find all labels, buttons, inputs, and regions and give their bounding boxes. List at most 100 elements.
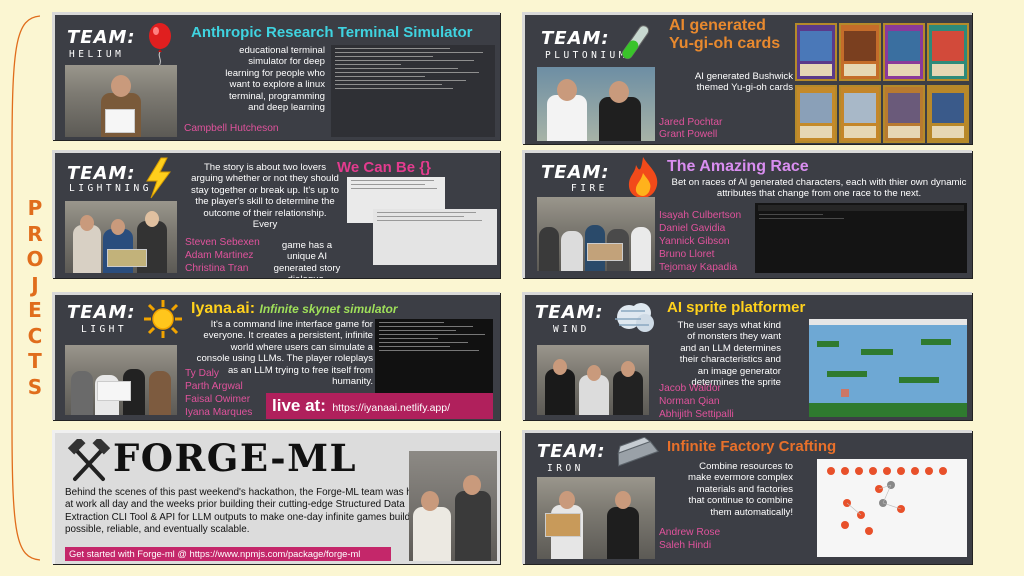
- live-url[interactable]: https://iyanaai.netlify.app/: [332, 402, 451, 414]
- fire-icon: [628, 157, 658, 198]
- project-description-continued: game has a unique AI generated story dia…: [273, 240, 341, 278]
- team-name: IRON: [547, 463, 584, 474]
- project-description: The user says what kind of monsters they…: [677, 320, 781, 389]
- project-title: Infinite Factory Crafting: [667, 438, 837, 455]
- sidebar-letter: S: [27, 374, 43, 399]
- member-name: Jared Pochtar: [659, 117, 723, 128]
- member-name: Ty Daly: [185, 368, 219, 379]
- team-label: TEAM:: [535, 302, 604, 323]
- member-name: Grant Powell: [659, 129, 718, 140]
- panel-iron: TEAM: IRON Infinite Factory Crafting Com…: [522, 430, 972, 564]
- member-name: Andrew Rose: [659, 527, 721, 538]
- member-name: Faisal Owimer: [185, 394, 251, 405]
- member-name: Campbell Hutcheson: [184, 123, 279, 134]
- panel-light: TEAM: LIGHT Iyana.ai: Infinite skynet si…: [52, 292, 500, 420]
- member-name: Norman Qian: [659, 396, 720, 407]
- team-label: TEAM:: [537, 441, 606, 462]
- balloon-icon: [149, 23, 171, 67]
- project-description: The story is about two lovers arguing wh…: [191, 162, 339, 231]
- project-title: AI generated: [669, 17, 766, 34]
- member-name: Christina Tran: [185, 263, 249, 274]
- team-photo: [65, 65, 177, 137]
- team-photo: [65, 201, 177, 273]
- project-description: AI generated Bushwick themed Yu-gi-oh ca…: [694, 71, 793, 94]
- project-screenshot: [809, 319, 967, 417]
- team-label: TEAM:: [67, 302, 136, 323]
- project-description: Bet on races of AI generated characters,…: [671, 177, 967, 200]
- project-screenshot: [375, 319, 493, 393]
- lightning-icon: [146, 157, 171, 199]
- project-description: Combine resources to make evermore compl…: [687, 461, 793, 518]
- panel-wind: TEAM: WIND AI sprite platformer The user…: [522, 292, 972, 420]
- member-name: Yannick Gibson: [659, 236, 730, 247]
- iron-ingot-icon: [617, 437, 659, 467]
- project-description: educational terminal simulator for deep …: [225, 45, 325, 114]
- project-title-line2: Yu-gi-oh cards: [669, 35, 781, 52]
- project-screenshot: [755, 203, 967, 273]
- project-screenshot: [331, 45, 495, 137]
- panel-forge-ml: FORGE-ML Behind the scenes of this past …: [52, 430, 500, 564]
- crossed-hammers-icon: [67, 439, 111, 481]
- team-label: TEAM:: [541, 28, 610, 49]
- team-name: FIRE: [571, 183, 608, 194]
- member-name: Tejomay Kapadia: [659, 262, 738, 273]
- member-name: Daniel Gavidia: [659, 223, 726, 234]
- team-name: PLUTONIUM: [545, 50, 628, 61]
- sidebar-letter: O: [26, 247, 44, 271]
- member-name: Iyana Marques: [185, 407, 253, 418]
- bracket-line: [11, 15, 41, 561]
- member-name: Bruno Lloret: [659, 249, 715, 260]
- sidebar-letter: E: [28, 298, 42, 322]
- project-description: It's a command line interface game for e…: [196, 319, 373, 388]
- member-name: Adam Martinez: [185, 250, 254, 261]
- panel-fire: TEAM: FIRE The Amazing Race Bet on races…: [522, 150, 972, 278]
- team-photo: [65, 345, 177, 415]
- project-title: Iyana.ai:: [191, 300, 256, 317]
- project-screenshot: [817, 459, 967, 557]
- live-link-box[interactable]: live at: https://iyanaai.netlify.app/: [266, 393, 493, 419]
- forge-title: FORGE-ML: [113, 436, 358, 480]
- project-title: We Can Be {}: [337, 159, 431, 176]
- project-title: AI sprite platformer: [667, 299, 806, 316]
- team-name: LIGHT: [81, 324, 128, 335]
- panel-plutonium: TEAM: PLUTONIUM AI generated Yu-gi-oh ca…: [522, 12, 972, 144]
- member-name: Parth Argwal: [185, 381, 243, 392]
- team-label: TEAM:: [67, 163, 136, 184]
- project-subtitle: Infinite skynet simulator: [259, 302, 398, 316]
- team-photo: [537, 345, 649, 415]
- sidebar-letter: J: [31, 272, 39, 297]
- wind-icon: [615, 303, 654, 332]
- team-name: WIND: [553, 324, 590, 335]
- project-screenshot-2: [373, 209, 497, 265]
- forge-description: Behind the scenes of this past weekend's…: [65, 487, 427, 536]
- team-photo: [537, 477, 655, 559]
- project-title: The Amazing Race: [667, 158, 809, 175]
- team-name: LIGHTNING: [69, 183, 152, 194]
- team-name: HELIUM: [69, 49, 125, 60]
- sidebar-letter: R: [27, 221, 43, 246]
- forge-cta[interactable]: Get started with Forge-ml @ https://www.…: [65, 547, 391, 561]
- panel-helium: TEAM: HELIUM Anthropic Research Terminal…: [52, 12, 500, 140]
- panel-lightning: TEAM: LIGHTNING The story is about two l…: [52, 150, 500, 278]
- live-label: live at:: [272, 396, 326, 415]
- member-name: Isayah Culbertson: [659, 210, 742, 221]
- member-name: Jacob Waldor: [659, 383, 721, 394]
- team-photo: [409, 451, 497, 561]
- project-title-row: Iyana.ai: Infinite skynet simulator: [191, 300, 398, 318]
- test-tube-icon: [622, 25, 650, 60]
- sidebar-letter: C: [27, 323, 43, 348]
- member-name: Steven Sebexen: [185, 237, 260, 248]
- team-photo: [537, 197, 655, 271]
- sidebar-letter: T: [28, 349, 42, 373]
- member-name: Abhijith Settipalli: [659, 409, 734, 420]
- sidebar-letter: P: [27, 196, 43, 220]
- sun-icon: [144, 300, 182, 338]
- team-label: TEAM:: [541, 162, 610, 183]
- project-title: Anthropic Research Terminal Simulator: [191, 24, 473, 41]
- member-name: Saleh Hindi: [659, 540, 712, 551]
- team-label: TEAM:: [67, 27, 136, 48]
- factory-graph: [827, 467, 947, 535]
- team-photo: [537, 67, 655, 141]
